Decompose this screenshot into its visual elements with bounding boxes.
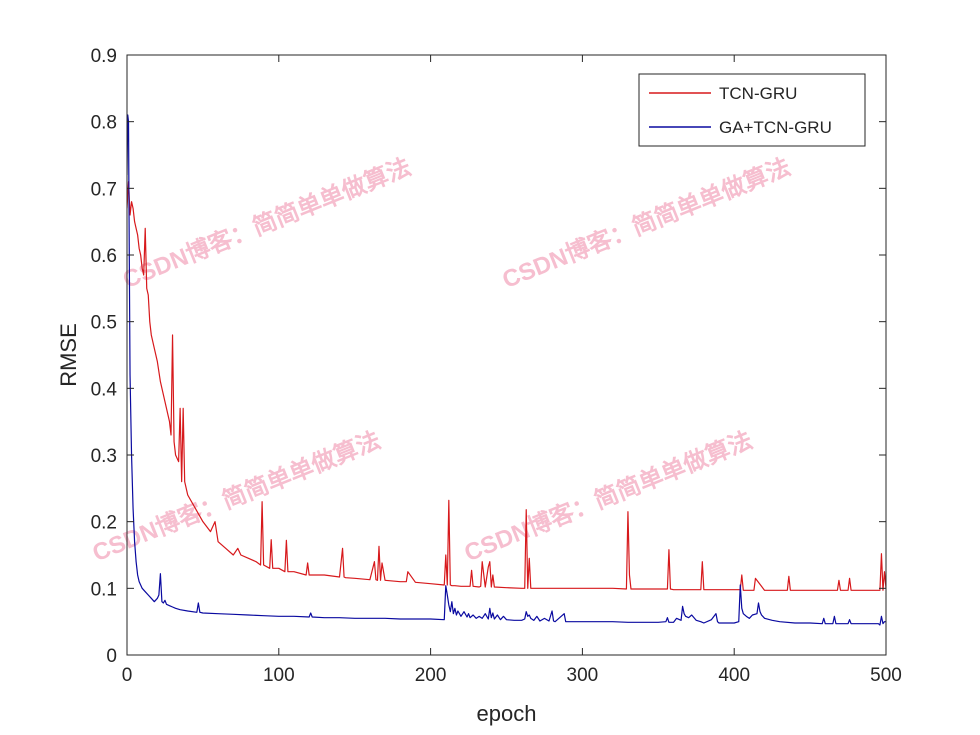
legend-box: [638, 73, 866, 147]
series-line-1: [127, 181, 886, 591]
series-layer: [127, 114, 886, 626]
footer-line1: 掘金技术社区 @ 简简单单做算法: [667, 689, 958, 712]
series-line-2: [127, 114, 886, 626]
tick-label-layer: 0 100 200 300 400 500 0 0.1 0.2 0.3 0.4 0.5 0.6 0.7 0.…: [91, 46, 902, 686]
y-tick-label: 0.2: [91, 513, 117, 534]
y-tick-label: 0: [106, 646, 117, 667]
x-tick-label: 0: [122, 665, 133, 686]
y-axis-title: RMSE: [56, 323, 81, 387]
legend: TCN-GRU GA+TCN-GRU: [638, 73, 866, 147]
x-tick-label: 500: [870, 665, 902, 686]
x-axis-title: epoch: [477, 701, 537, 726]
y-tick-label: 0.7: [91, 179, 117, 200]
axes-layer: [126, 54, 887, 656]
y-tick-label: 0.9: [91, 46, 117, 67]
footer-line2: CSDN @简简单单做算法: [820, 713, 976, 729]
footer-watermark: 掘金技术社区 @ 简简单单做算法 CSDN @简简单单做算法: [667, 689, 976, 729]
y-tick-label: 0.4: [91, 379, 118, 400]
y-tick-label: 0.8: [91, 113, 117, 134]
y-tick-label: 0.6: [91, 246, 117, 267]
legend-label: TCN-GRU: [719, 84, 797, 103]
x-tick-label: 300: [567, 665, 599, 686]
legend-label: GA+TCN-GRU: [719, 118, 832, 137]
axes-box: [126, 54, 887, 656]
x-tick-label: 400: [718, 665, 750, 686]
plot-area: [127, 55, 886, 655]
x-tick-label: 100: [263, 665, 295, 686]
x-tick-label: 200: [415, 665, 447, 686]
y-tick-label: 0.3: [91, 446, 117, 467]
y-tick-label: 0.5: [91, 313, 117, 334]
y-tick-label: 0.1: [91, 579, 117, 600]
